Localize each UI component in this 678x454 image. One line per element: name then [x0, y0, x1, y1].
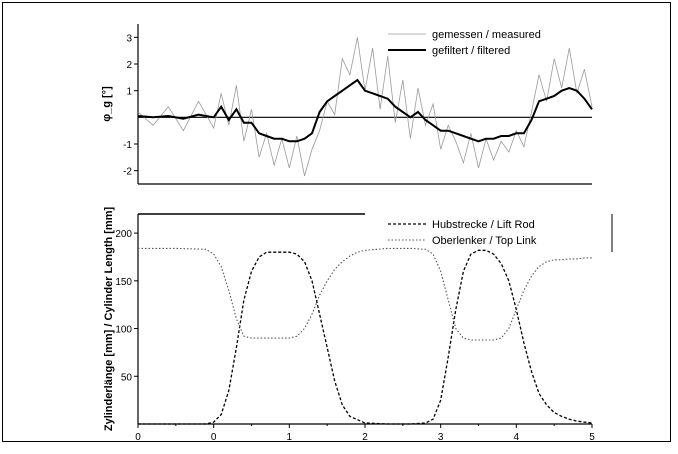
- x-tick-label: 5: [589, 432, 595, 443]
- legend-label: Oberlenker / Top Link: [432, 235, 537, 247]
- legend-label: Hubstrecke / Lift Rod: [432, 219, 535, 231]
- x-tick-label: 0: [211, 432, 217, 443]
- bottom-chart-axes: 50 100 150 200 0 0 1 2 3 4 5 Zylinderlänge [mm] / C…: [103, 207, 613, 443]
- y-tick-label: -1: [123, 140, 132, 151]
- series-line: [138, 247, 592, 341]
- x-tick-label: 4: [514, 432, 520, 443]
- series-line: [137, 37, 593, 177]
- y-axis-label: φ_g [°]: [101, 86, 113, 122]
- x-tick-label: 2: [362, 432, 368, 443]
- x-tick-label: 3: [438, 432, 444, 443]
- series-line: [137, 78, 593, 143]
- y-tick-label: 3: [126, 33, 132, 44]
- legend-label: gefiltert / filtered: [432, 45, 510, 57]
- y-tick-label: 150: [115, 277, 132, 288]
- x-tick-label: 0: [135, 432, 141, 443]
- y-axis-label: Zylinderlänge [mm] / Cylinder Length [mm…: [103, 207, 115, 432]
- chart-frame: [2, 2, 671, 442]
- y-tick-label: 100: [115, 325, 132, 336]
- y-tick-label: -2: [123, 167, 132, 178]
- y-tick-label: 1: [126, 87, 132, 98]
- legend-label: gemessen / measured: [432, 29, 541, 41]
- x-tick-label: 1: [287, 432, 293, 443]
- y-tick-label: 2: [126, 60, 132, 71]
- series-line: [138, 249, 593, 425]
- y-tick-label: 200: [115, 229, 132, 240]
- top-chart-axes: -2 -1 1 2 3 φ_g [°] gemessen / measured gefilte…: [101, 24, 593, 185]
- y-tick-label: 50: [121, 372, 133, 383]
